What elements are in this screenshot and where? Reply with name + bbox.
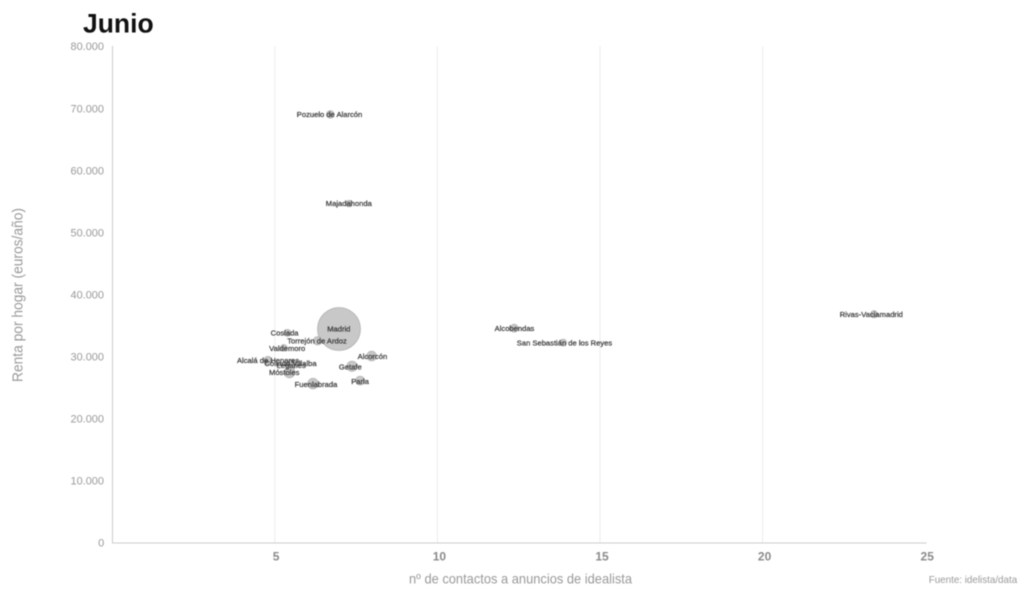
svg-text:Valdemoro: Valdemoro (269, 344, 305, 353)
svg-text:Alcalá de Henares: Alcalá de Henares (237, 356, 299, 365)
svg-text:Collado Villalba: Collado Villalba (264, 359, 317, 368)
svg-text:0: 0 (98, 538, 104, 550)
svg-text:50.000: 50.000 (71, 227, 105, 239)
svg-text:Getafe: Getafe (339, 363, 362, 372)
svg-text:30.000: 30.000 (71, 352, 105, 364)
svg-text:Madrid: Madrid (327, 325, 350, 334)
svg-text:Fuenlabrada: Fuenlabrada (295, 380, 338, 389)
svg-text:Junio: Junio (83, 9, 154, 39)
svg-text:Parla: Parla (351, 377, 370, 386)
svg-text:Renta por hogar (euros/año): Renta por hogar (euros/año) (10, 208, 26, 382)
svg-text:25: 25 (921, 550, 935, 564)
svg-text:40.000: 40.000 (71, 289, 105, 301)
svg-text:10.000: 10.000 (71, 476, 105, 488)
svg-text:Móstoles: Móstoles (269, 368, 300, 377)
svg-text:15: 15 (595, 550, 609, 564)
svg-text:Leganés: Leganés (277, 361, 306, 370)
svg-text:Alcobendas: Alcobendas (495, 324, 535, 333)
svg-text:Torrejón de Ardoz: Torrejón de Ardoz (287, 336, 347, 345)
svg-text:Pozuelo de Alarcón: Pozuelo de Alarcón (297, 110, 362, 119)
svg-text:80.000: 80.000 (71, 41, 105, 53)
svg-text:60.000: 60.000 (71, 165, 105, 177)
svg-text:Rivas-Vaciamadrid: Rivas-Vaciamadrid (840, 310, 903, 319)
svg-text:Alcorcón: Alcorcón (358, 352, 388, 361)
svg-text:Majadahonda: Majadahonda (326, 199, 373, 208)
svg-text:10: 10 (433, 550, 447, 564)
svg-text:nº de contactos a anuncios de: nº de contactos a anuncios de idealista (409, 571, 632, 587)
svg-text:San Sebastián de los Reyes: San Sebastián de los Reyes (517, 338, 613, 347)
svg-text:20.000: 20.000 (71, 414, 105, 426)
svg-text:5: 5 (273, 550, 280, 564)
svg-text:Coslada: Coslada (271, 328, 300, 337)
svg-text:Fuente: idelista/data: Fuente: idelista/data (929, 575, 1018, 586)
svg-text:70.000: 70.000 (71, 103, 105, 115)
svg-text:20: 20 (758, 550, 772, 564)
